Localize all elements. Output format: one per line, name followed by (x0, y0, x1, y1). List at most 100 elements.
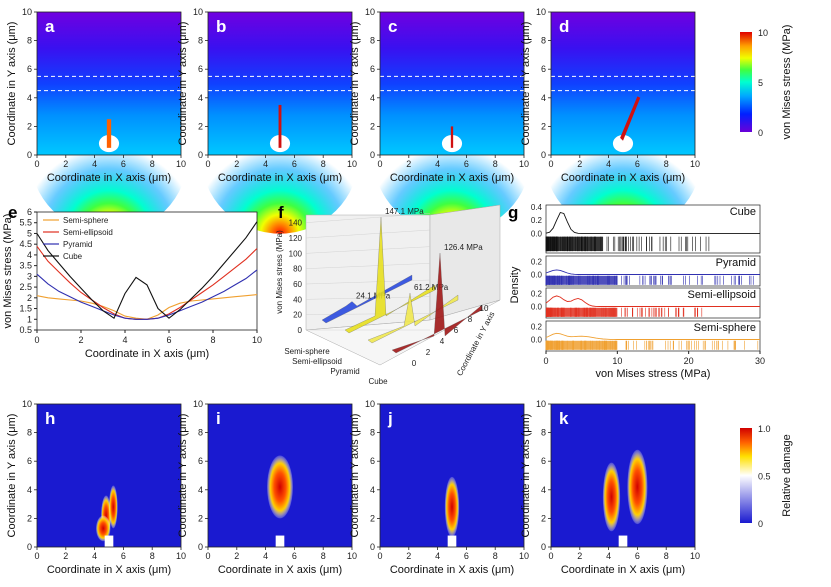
colorbar-tick: 0 (758, 128, 763, 138)
y-tick-label: 8 (27, 36, 32, 46)
colorbar-tick: 0 (758, 519, 763, 529)
plot-frame (379, 403, 525, 548)
x-tick-label: 6 (166, 335, 171, 345)
x-tick-label: 6 (292, 551, 297, 561)
y-tick-label: 4 (541, 93, 546, 103)
y-axis-label: Coordinate in Y axis (μm) (349, 22, 361, 146)
panel-d: 0 2 4 6 8 10 0 2 4 6 8 10 Coordinate in X axis (μm) C… (520, 7, 703, 234)
damage-lobe-2 (96, 515, 111, 542)
x-tick-label: 0 (548, 551, 553, 561)
y-tick-label: 5.5 (19, 218, 32, 228)
z-tick-label: 120 (289, 234, 303, 243)
y-tick-label: 4 (198, 485, 203, 495)
y-tick-label: 4 (27, 250, 32, 260)
x-tick-label: 0 (412, 359, 417, 368)
y-tick-label: 0.2 (531, 257, 543, 266)
x-tick-label: 10 (519, 159, 529, 169)
y-axis-label: Coordinate in Y axis (μm) (520, 22, 532, 146)
y-tick-label: 8 (370, 36, 375, 46)
x-axis-label: Coordinate in X axis (μm) (390, 172, 514, 184)
z-grid-line (305, 213, 431, 223)
density-curve (545, 211, 760, 234)
plot-frame (36, 11, 182, 156)
stress-streak (278, 104, 282, 148)
x-tick-label: 4 (606, 159, 611, 169)
density-curve (545, 295, 760, 307)
y-tick-label: 6 (27, 207, 32, 217)
damage-lobe-1 (109, 485, 118, 529)
x-tick-label: 2 (426, 348, 431, 357)
x-tick-label: 0 (205, 551, 210, 561)
series-line-cube (36, 221, 258, 320)
row-label: Pyramid (716, 257, 756, 269)
panel-letter: b (216, 17, 226, 36)
colorbar-tick: 0.5 (758, 472, 771, 482)
x-tick-label: 2 (234, 159, 239, 169)
damage-lobe-1 (627, 449, 648, 525)
x-tick-label: 10 (176, 551, 186, 561)
x-tick-label: 6 (121, 551, 126, 561)
y-tick-label: 4 (370, 485, 375, 495)
x-tick-label: 2 (577, 159, 582, 169)
x-tick-label: 4 (606, 551, 611, 561)
x-tick-label: 4 (263, 551, 268, 561)
x-tick-label: 10 (690, 551, 700, 561)
x-tick-label: 4 (92, 159, 97, 169)
x-tick-label: 0 (377, 551, 382, 561)
x-tick-label: 0 (548, 159, 553, 169)
z-tick-label: 140 (289, 219, 303, 228)
y-tick-label: 4.5 (19, 239, 32, 249)
rug-dense-band (546, 275, 618, 285)
x-tick-label: 6 (454, 326, 459, 335)
x-tick-label: 30 (755, 356, 765, 366)
x-tick-label: 10 (176, 159, 186, 169)
x-axis-label: Coordinate in X axis (μm) (47, 564, 171, 576)
x-tick-label: 8 (150, 551, 155, 561)
x-axis-label: Coordinate in X axis (μm) (85, 348, 209, 360)
legend-label: Semi-ellipsoid (63, 228, 113, 237)
x-tick-label: 10 (690, 159, 700, 169)
z-tick-label: 20 (293, 311, 302, 320)
y-tick-label: 4 (541, 485, 546, 495)
x-tick-label: 0 (34, 335, 39, 345)
series-line-pyramid (36, 269, 258, 320)
y-tick-label: 4 (198, 93, 203, 103)
x-tick-label: 8 (321, 159, 326, 169)
y-tick-label: 8 (541, 36, 546, 46)
peak-label: 24.1 MPa (356, 292, 391, 301)
colorbar-gradient (740, 428, 752, 523)
panel-letter: j (387, 409, 393, 428)
x-tick-label: 20 (684, 356, 694, 366)
y-tick-label: 0.4 (531, 203, 543, 212)
plot-frame (379, 11, 525, 156)
y-tick-label: 10 (365, 7, 375, 17)
x-axis-label: Coordinate in X axis (μm) (47, 172, 171, 184)
y-tick-label: 0.5 (19, 325, 32, 335)
x-tick-label: 2 (406, 159, 411, 169)
y-tick-label: 10 (193, 7, 203, 17)
y-tick-label: 6 (370, 456, 375, 466)
plot-frame (36, 211, 258, 331)
damage-lobe-0 (444, 476, 460, 537)
row-label: Semi-ellipsoid (688, 289, 756, 301)
y-tick-label: 6 (541, 64, 546, 74)
category-label: Pyramid (330, 367, 359, 376)
row-pyramid: 0.0 0.2 Pyramid (531, 255, 761, 287)
y-tick-label: 0.2 (531, 289, 543, 298)
y-tick-label: 0.2 (531, 216, 543, 225)
damage-colorbar: 0 0.5 1.0 Relative damage (740, 424, 793, 529)
y-tick-label: 0.0 (531, 336, 543, 345)
y-axis-label: Density (509, 266, 521, 303)
y-tick-label: 8 (198, 36, 203, 46)
y-tick-label: 3.5 (19, 261, 32, 271)
panel-letter: d (559, 17, 569, 36)
floor (305, 299, 501, 366)
x-tick-label: 8 (664, 551, 669, 561)
rug-dense-band (546, 307, 618, 317)
density-curve (545, 332, 760, 340)
z-tick-label: 40 (293, 295, 302, 304)
z-tick-label: 60 (293, 280, 302, 289)
row-label: Cube (730, 206, 756, 218)
panel-b: 0 2 4 6 8 10 0 2 4 6 8 10 Coordinate in X axis (μm) C… (177, 7, 360, 234)
plot-frame (550, 403, 696, 548)
